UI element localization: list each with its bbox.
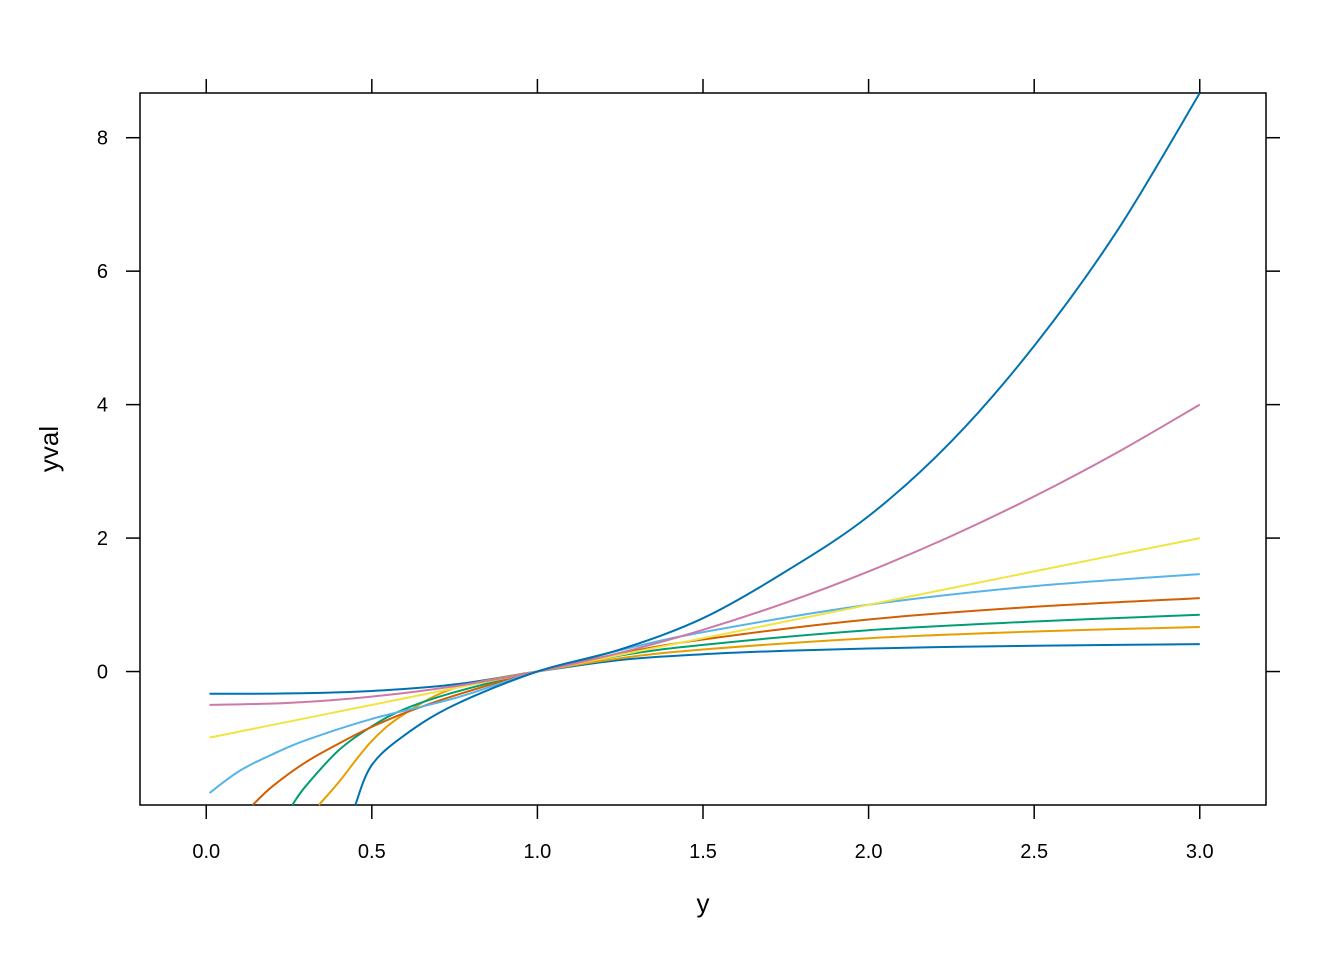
y-tick-label: 0 <box>97 662 108 684</box>
series-line-8 <box>354 92 1201 806</box>
x-tick-label: 0.0 <box>192 841 220 863</box>
series-line-4 <box>251 597 1200 806</box>
series-line-3 <box>291 613 1200 806</box>
x-tick-label: 2.5 <box>1020 841 1048 863</box>
series-line-6 <box>209 537 1200 739</box>
series-line-7 <box>209 403 1201 706</box>
y-axis-ticks: 0 2 4 6 8 <box>97 128 1280 684</box>
y-axis-title: yval <box>34 426 64 472</box>
x-tick-label: 1.0 <box>524 841 552 863</box>
plot-frame <box>139 92 1267 806</box>
series-line-1 <box>209 643 1200 695</box>
y-tick-label: 4 <box>97 395 108 417</box>
x-axis-ticks: 0.0 0.5 1.0 1.5 2.0 2.5 3.0 <box>192 79 1214 863</box>
x-tick-label: 2.0 <box>855 841 883 863</box>
x-axis-title: y <box>697 888 710 918</box>
x-tick-label: 1.5 <box>689 841 717 863</box>
series-line-5 <box>208 573 1200 794</box>
x-tick-label: 0.5 <box>358 841 386 863</box>
y-tick-label: 2 <box>97 528 108 550</box>
series-lines <box>208 92 1201 806</box>
series-line-2 <box>318 626 1200 806</box>
y-tick-label: 6 <box>97 261 108 283</box>
x-tick-label: 3.0 <box>1186 841 1214 863</box>
y-tick-label: 8 <box>97 128 108 150</box>
